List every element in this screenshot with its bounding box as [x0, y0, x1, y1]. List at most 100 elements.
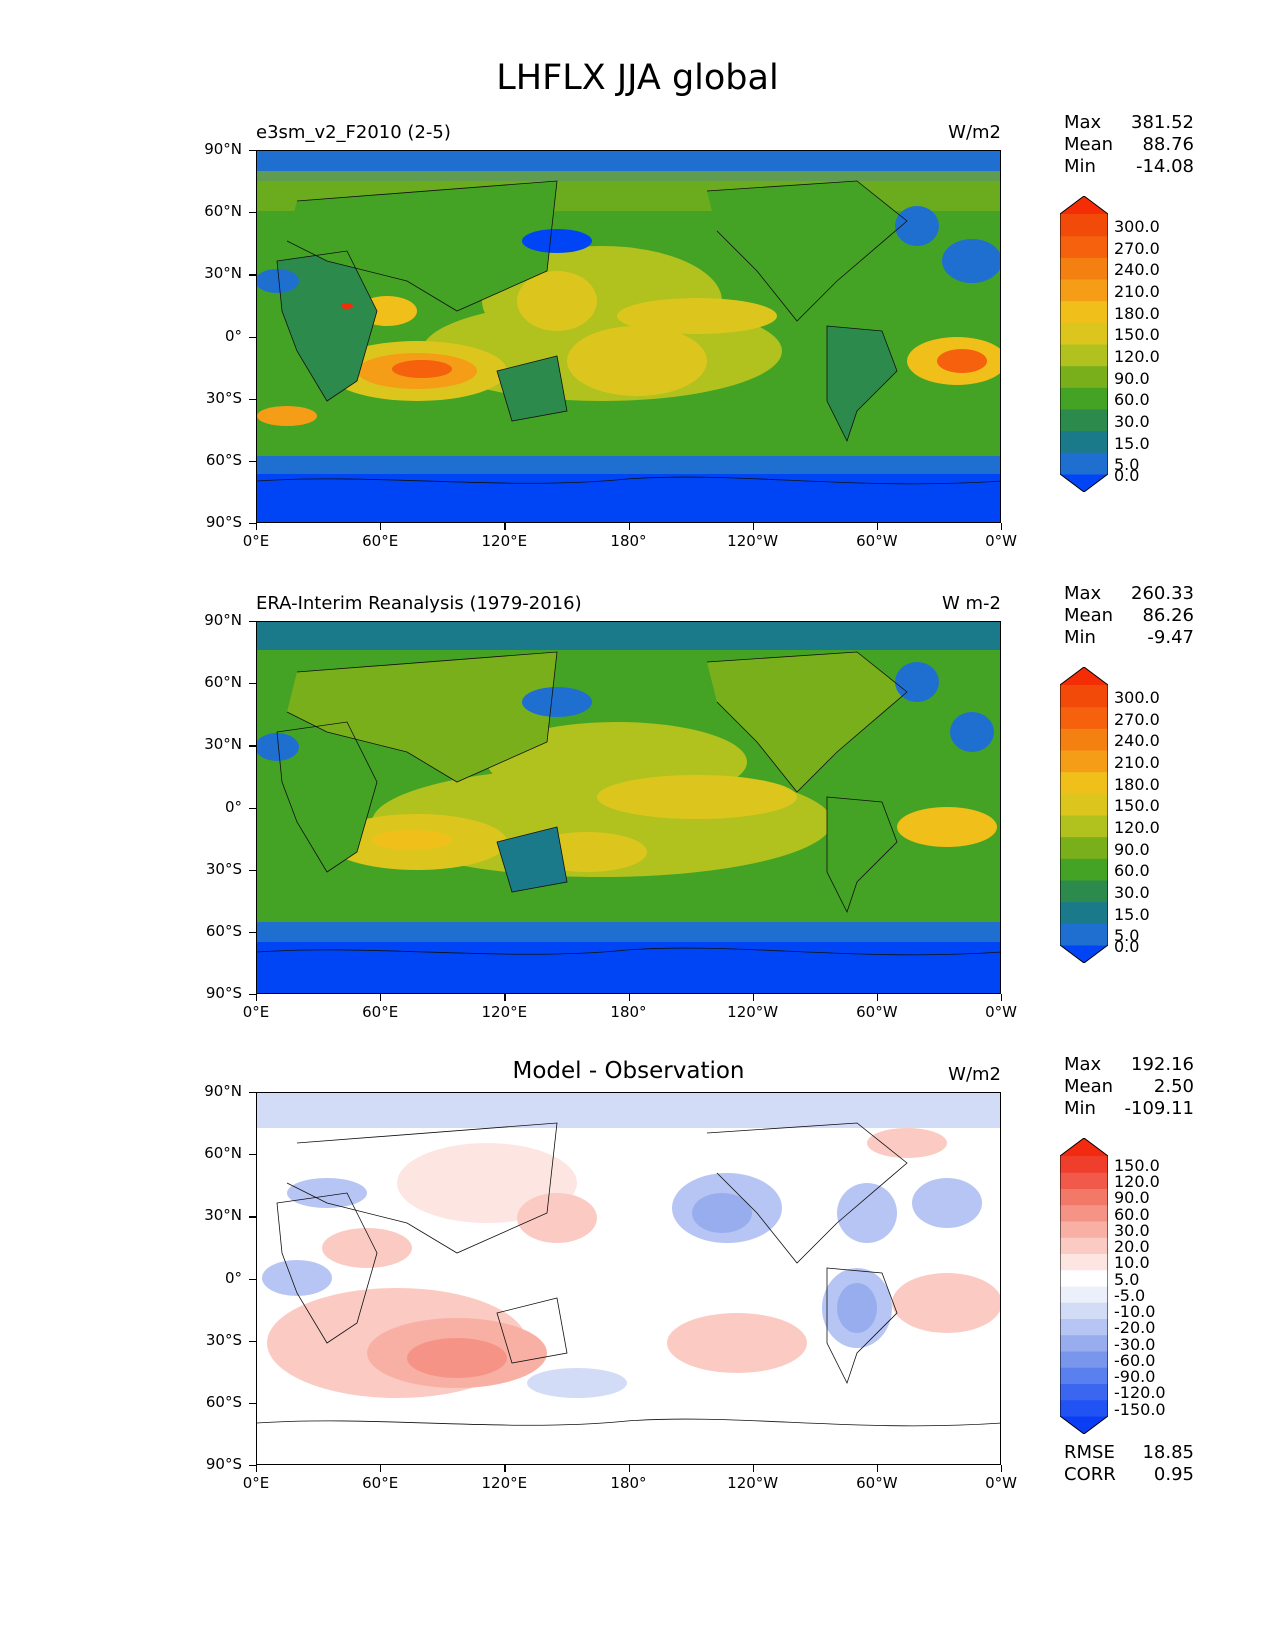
colorbar-bin — [1060, 235, 1108, 258]
lon-tick-mark — [380, 994, 382, 1001]
lon-tick-mark — [876, 1465, 879, 1472]
lat-tick-mark — [249, 683, 256, 685]
lat-tick-mark — [249, 1216, 256, 1218]
colorbar-tick-label: 30.0 — [1114, 883, 1150, 902]
lon-tick-label: 0°E — [242, 1474, 270, 1492]
lon-tick-mark — [752, 994, 754, 1001]
colorbar-extend-max — [1060, 667, 1108, 685]
colorbar-bin — [1060, 1237, 1108, 1254]
colorbar — [1059, 195, 1109, 493]
colorbar-bin — [1060, 685, 1108, 708]
colorbar-tick-label: 150.0 — [1114, 1155, 1160, 1175]
stat-max-value: 381.52 — [1131, 112, 1194, 133]
colorbar-tick-label: -5.0 — [1114, 1285, 1146, 1305]
lat-tick-mark — [249, 274, 256, 276]
colorbar-extend-min — [1060, 474, 1108, 492]
lat-tick-label: 60°N — [204, 673, 242, 692]
lat-tick-mark — [249, 460, 256, 463]
colorbar-tick-label: 300.0 — [1114, 688, 1160, 707]
colorbar-tick-label: 180.0 — [1114, 774, 1160, 794]
stats-block: Max 192.16 Mean 2.50 Min -109.11 — [1064, 1054, 1194, 1120]
lon-tick-label: 120°E — [481, 1003, 528, 1021]
lat-tick-mark — [249, 1340, 256, 1342]
colorbar-tick-label: -90.0 — [1114, 1367, 1156, 1386]
colorbar-bin — [1060, 430, 1108, 453]
stat-min-value: -9.47 — [1147, 627, 1194, 648]
colorbar-tick-label: -150.0 — [1114, 1399, 1166, 1419]
colorbar-bin — [1060, 1156, 1108, 1173]
colorbar-tick-label: 120.0 — [1114, 347, 1160, 366]
lon-tick-label: 180° — [610, 532, 647, 550]
lon-tick-label: 0°W — [985, 1003, 1017, 1021]
lat-tick-label: 60°S — [205, 921, 242, 940]
colorbar-bin — [1060, 858, 1108, 881]
colorbar-bin — [1060, 365, 1108, 388]
colorbar-tick-label: 0.0 — [1114, 937, 1140, 956]
colorbar-bin — [1060, 923, 1108, 946]
lat-tick-mark — [249, 336, 256, 338]
map-observation — [256, 621, 1001, 994]
lat-tick-mark — [249, 869, 256, 871]
lat-tick-label: 90°S — [205, 1455, 242, 1473]
colorbar-tick-label: 150.0 — [1114, 796, 1160, 816]
lat-tick-mark — [249, 1092, 256, 1094]
colorbar-tick-label: 10.0 — [1114, 1253, 1150, 1273]
colorbar-tick-label: 90.0 — [1114, 368, 1150, 388]
colorbar-extend-min — [1060, 1416, 1108, 1434]
colorbar-bin — [1060, 452, 1108, 475]
colorbar-tick-label: -120.0 — [1114, 1383, 1166, 1403]
colorbar-tick-label: 210.0 — [1114, 282, 1160, 301]
colorbar-bin — [1060, 257, 1108, 280]
colorbar-bin — [1060, 344, 1108, 367]
lon-tick-label: 120°W — [727, 532, 779, 550]
colorbar-bin — [1060, 728, 1108, 751]
colorbar-tick-label: 300.0 — [1114, 217, 1160, 236]
panel-title: e3sm_v2_F2010 (2-5) — [256, 122, 451, 143]
stat-min-label: Min — [1064, 627, 1096, 648]
lat-tick-label: 60°N — [204, 202, 242, 221]
colorbar-bin — [1060, 750, 1108, 773]
colorbar — [1059, 666, 1109, 964]
colorbar-bin — [1060, 901, 1108, 924]
colorbar-bin — [1060, 1204, 1108, 1222]
colorbar-bin — [1060, 1399, 1108, 1417]
lat-tick-label: 30°N — [204, 735, 242, 754]
colorbar-tick-label: 60.0 — [1114, 390, 1150, 410]
colorbar-bin — [1060, 1188, 1108, 1206]
units-label: W/m2 — [948, 1064, 1001, 1085]
lon-tick-label: 60°W — [856, 1003, 898, 1021]
colorbar-graphic — [1059, 1137, 1109, 1435]
colorbar-tick-label: 210.0 — [1114, 753, 1160, 772]
colorbar-tick-label: 90.0 — [1114, 839, 1150, 859]
colorbar-bin — [1060, 880, 1108, 903]
colorbar-tick-label: -20.0 — [1114, 1318, 1156, 1338]
colorbar-bin — [1060, 1269, 1108, 1287]
stat-mean-value: 86.26 — [1142, 605, 1194, 626]
lat-tick-label: 90°N — [204, 1082, 242, 1100]
lat-tick-mark — [249, 150, 256, 152]
stat-mean-label: Mean — [1064, 134, 1114, 155]
colorbar-bin — [1060, 1318, 1108, 1336]
colorbar-tick-label: 30.0 — [1114, 1220, 1150, 1240]
colorbar-tick-label: 240.0 — [1114, 260, 1160, 280]
colorbar-bin — [1060, 836, 1108, 859]
colorbar-bin — [1060, 1253, 1108, 1271]
colorbar-extend-max — [1060, 196, 1108, 214]
lon-tick-mark — [1001, 994, 1003, 1001]
colorbar-bin — [1060, 1383, 1108, 1401]
colorbar-bin — [1060, 815, 1108, 838]
lon-tick-label: 0°E — [242, 1003, 270, 1021]
panel-title: Model - Observation — [512, 1058, 745, 1084]
lon-tick-label: 60°E — [362, 532, 399, 550]
lat-tick-mark — [249, 745, 256, 747]
lon-tick-mark — [876, 994, 879, 1001]
lat-tick-label: 30°S — [205, 1330, 242, 1349]
lat-tick-mark — [249, 994, 256, 996]
lat-tick-label: 90°S — [205, 984, 242, 1002]
colorbar-tick-label: 5.0 — [1114, 1269, 1140, 1289]
colorbar-bin — [1060, 300, 1108, 323]
corr-value: 0.95 — [1153, 1464, 1194, 1485]
lon-tick-mark — [256, 523, 258, 530]
lat-tick-label: 30°N — [204, 1206, 242, 1225]
stat-max-label: Max — [1064, 112, 1102, 133]
